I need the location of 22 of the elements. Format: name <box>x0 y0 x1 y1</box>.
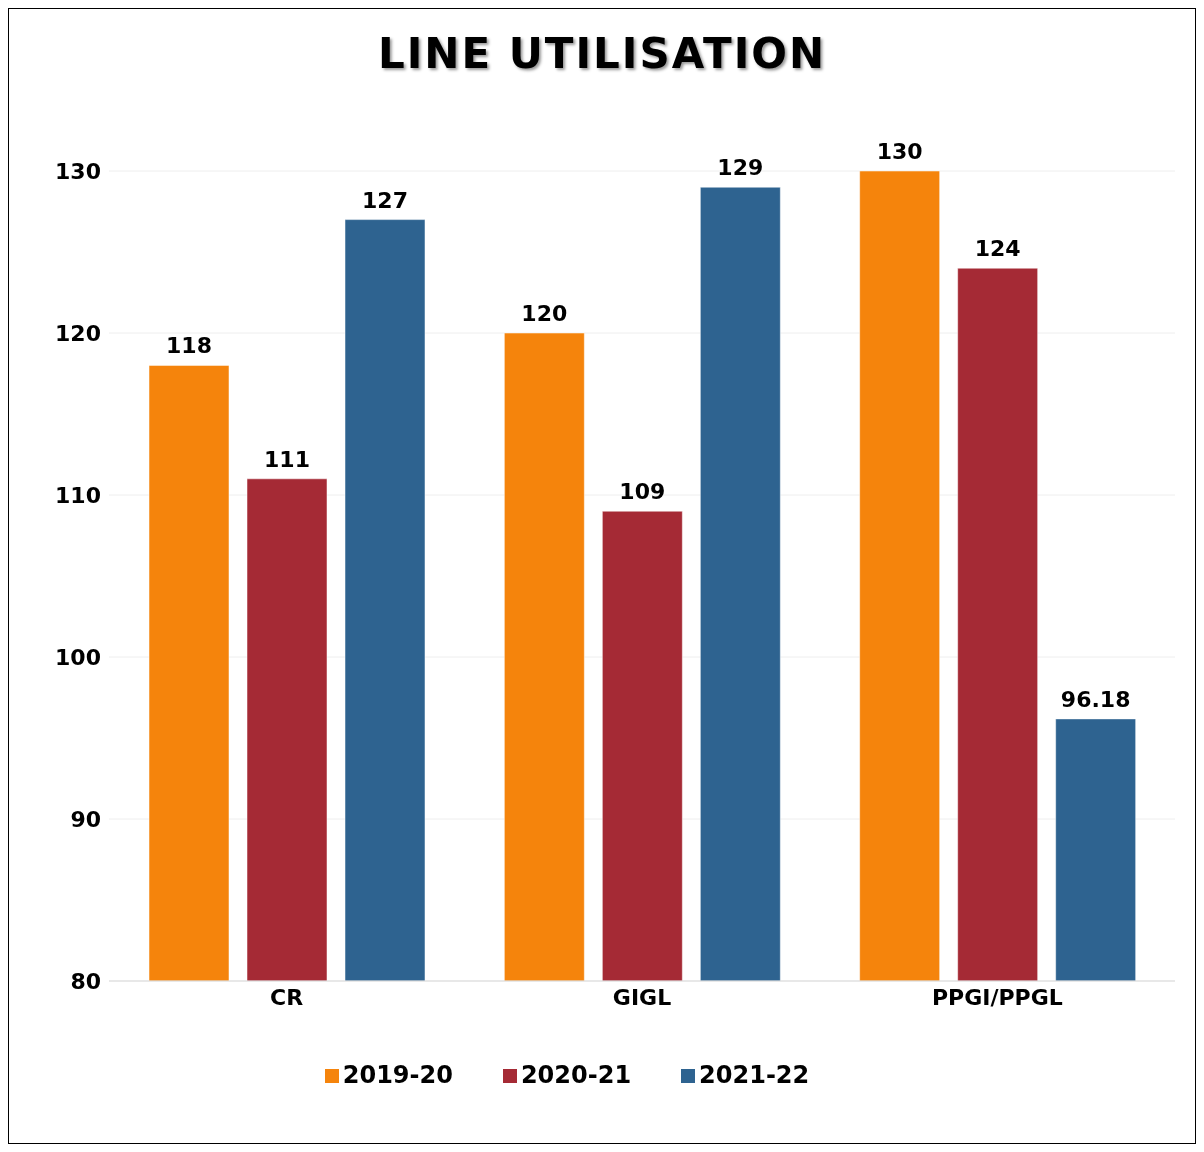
data-label: 124 <box>974 236 1021 262</box>
data-label: 120 <box>521 301 568 326</box>
y-tick-label: 110 <box>55 482 101 508</box>
y-tick-label: 90 <box>70 806 101 832</box>
data-label: 130 <box>876 139 923 164</box>
data-label: 96.18 <box>1060 686 1131 712</box>
x-tick-label: GIGL <box>612 984 672 1010</box>
y-tick-label: 100 <box>55 644 101 670</box>
y-tick-label: 80 <box>70 968 101 994</box>
legend-label: 2021-22 <box>699 1061 810 1089</box>
data-label: 129 <box>717 155 764 181</box>
data-label: 109 <box>619 479 666 505</box>
x-tick-label: PPGI/PPGL <box>931 984 1063 1010</box>
y-tick-label: 130 <box>55 158 101 184</box>
legend-label: 2020-21 <box>520 1061 632 1089</box>
x-tick-label: CR <box>270 984 304 1010</box>
data-label: 118 <box>166 333 212 359</box>
legend-label: 2019-20 <box>342 1061 453 1089</box>
data-label: 127 <box>362 187 408 213</box>
chart-title: LINE UTILISATION <box>376 28 828 80</box>
y-tick-label: 120 <box>55 320 101 346</box>
data-label: 111 <box>264 446 310 472</box>
